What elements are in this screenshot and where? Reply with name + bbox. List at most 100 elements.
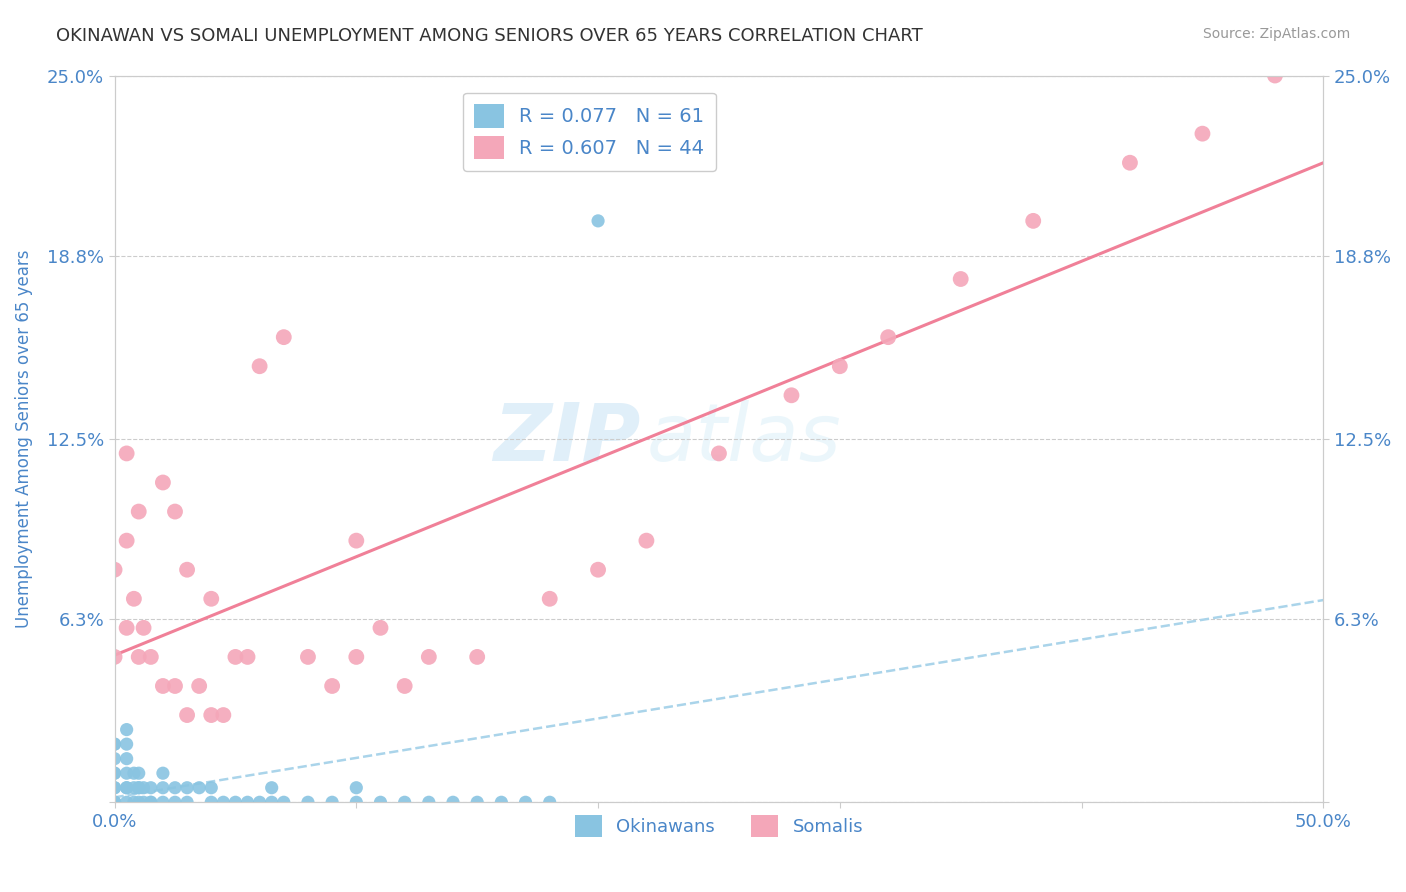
- Point: [122, 591, 145, 606]
- Point: [188, 679, 211, 693]
- Point: [200, 795, 222, 809]
- Point: [586, 214, 609, 228]
- Point: [1264, 69, 1286, 83]
- Point: [1022, 214, 1045, 228]
- Point: [418, 795, 440, 809]
- Point: [103, 795, 125, 809]
- Point: [491, 795, 513, 809]
- Point: [236, 795, 259, 809]
- Point: [139, 780, 162, 795]
- Point: [200, 780, 222, 795]
- Point: [370, 621, 392, 635]
- Point: [260, 780, 283, 795]
- Point: [465, 795, 488, 809]
- Point: [321, 679, 343, 693]
- Point: [103, 752, 125, 766]
- Point: [949, 272, 972, 286]
- Point: [103, 780, 125, 795]
- Point: [115, 795, 138, 809]
- Point: [115, 446, 138, 460]
- Point: [636, 533, 658, 548]
- Point: [115, 752, 138, 766]
- Y-axis label: Unemployment Among Seniors over 65 years: Unemployment Among Seniors over 65 years: [15, 250, 32, 628]
- Point: [103, 795, 125, 809]
- Point: [152, 679, 174, 693]
- Point: [176, 780, 198, 795]
- Point: [780, 388, 803, 402]
- Point: [103, 780, 125, 795]
- Point: [370, 795, 392, 809]
- Text: ZIP: ZIP: [494, 400, 640, 478]
- Point: [212, 708, 235, 723]
- Point: [163, 795, 186, 809]
- Point: [394, 795, 416, 809]
- Point: [586, 563, 609, 577]
- Point: [273, 795, 295, 809]
- Point: [128, 795, 150, 809]
- Text: atlas: atlas: [647, 400, 841, 478]
- Point: [122, 766, 145, 780]
- Point: [176, 708, 198, 723]
- Point: [115, 723, 138, 737]
- Point: [152, 766, 174, 780]
- Point: [139, 795, 162, 809]
- Point: [260, 795, 283, 809]
- Text: Source: ZipAtlas.com: Source: ZipAtlas.com: [1202, 27, 1350, 41]
- Point: [139, 795, 162, 809]
- Point: [152, 475, 174, 490]
- Point: [200, 591, 222, 606]
- Point: [441, 795, 464, 809]
- Point: [128, 780, 150, 795]
- Point: [115, 737, 138, 751]
- Point: [212, 795, 235, 809]
- Point: [139, 649, 162, 664]
- Point: [273, 330, 295, 344]
- Point: [115, 621, 138, 635]
- Point: [249, 795, 271, 809]
- Point: [344, 795, 367, 809]
- Point: [163, 679, 186, 693]
- Point: [236, 649, 259, 664]
- Point: [152, 780, 174, 795]
- Point: [115, 780, 138, 795]
- Point: [103, 737, 125, 751]
- Point: [103, 649, 125, 664]
- Point: [538, 795, 561, 809]
- Point: [103, 795, 125, 809]
- Point: [132, 621, 155, 635]
- Point: [877, 330, 900, 344]
- Point: [224, 649, 246, 664]
- Point: [176, 795, 198, 809]
- Point: [115, 533, 138, 548]
- Point: [163, 780, 186, 795]
- Point: [132, 780, 155, 795]
- Point: [115, 780, 138, 795]
- Point: [344, 780, 367, 795]
- Point: [394, 679, 416, 693]
- Point: [103, 795, 125, 809]
- Point: [418, 649, 440, 664]
- Point: [249, 359, 271, 374]
- Point: [103, 766, 125, 780]
- Point: [128, 649, 150, 664]
- Point: [538, 591, 561, 606]
- Point: [176, 563, 198, 577]
- Point: [103, 795, 125, 809]
- Point: [103, 766, 125, 780]
- Text: OKINAWAN VS SOMALI UNEMPLOYMENT AMONG SENIORS OVER 65 YEARS CORRELATION CHART: OKINAWAN VS SOMALI UNEMPLOYMENT AMONG SE…: [56, 27, 922, 45]
- Point: [128, 780, 150, 795]
- Point: [128, 505, 150, 519]
- Point: [152, 795, 174, 809]
- Point: [132, 795, 155, 809]
- Point: [297, 795, 319, 809]
- Point: [1119, 155, 1142, 169]
- Point: [103, 563, 125, 577]
- Point: [224, 795, 246, 809]
- Point: [200, 708, 222, 723]
- Point: [122, 780, 145, 795]
- Legend: Okinawans, Somalis: Okinawans, Somalis: [568, 807, 870, 844]
- Point: [115, 766, 138, 780]
- Point: [103, 737, 125, 751]
- Point: [465, 649, 488, 664]
- Point: [321, 795, 343, 809]
